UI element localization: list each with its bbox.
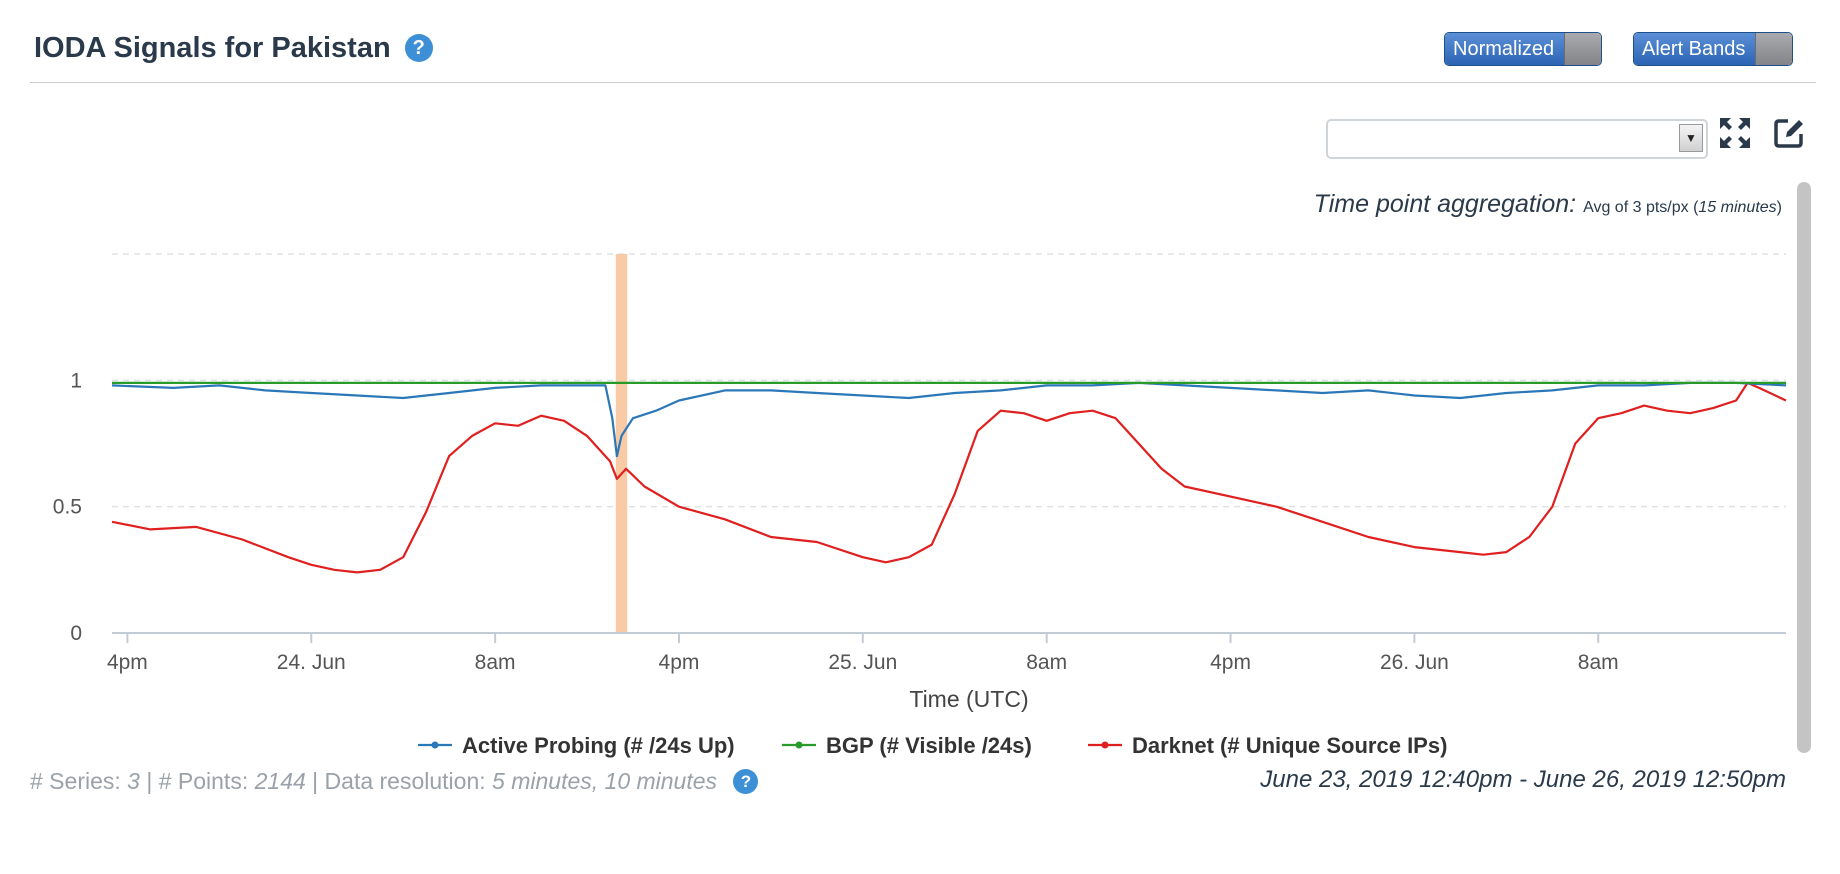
- legend-swatch-marker: [431, 741, 439, 749]
- series-count: 3: [127, 768, 140, 794]
- points-count: 2144: [254, 768, 306, 794]
- question-circle-icon[interactable]: ?: [733, 769, 759, 794]
- series-count-label: # Series:: [30, 768, 121, 794]
- legend-bgp[interactable]: BGP (# Visible /24s): [782, 733, 1032, 758]
- page-title: IODA Signals for Pakistan?: [34, 32, 433, 65]
- x-axis-title: Time (UTC): [909, 686, 1028, 712]
- darknet-line: [111, 381, 1787, 574]
- expand-arrows-icon[interactable]: [1718, 116, 1752, 150]
- legend-swatch-marker: [795, 741, 803, 749]
- y-tick-label: 0: [70, 622, 82, 645]
- alert-bands-toggle[interactable]: Alert Bands: [1633, 32, 1794, 66]
- x-tick-label: 8am: [1578, 651, 1619, 674]
- x-tick-label: 4pm: [1210, 651, 1251, 674]
- resolution-value: 5 minutes, 10 minutes: [492, 768, 718, 794]
- x-tick-label: 4pm: [107, 651, 148, 674]
- aggregation-label: Time point aggregation:: [1313, 190, 1577, 218]
- normalized-toggle-knob[interactable]: [1564, 33, 1602, 65]
- legend-label: Darknet (# Unique Source IPs): [1132, 733, 1447, 758]
- edit-square-icon[interactable]: [1772, 116, 1806, 150]
- alert-bands-toggle-knob[interactable]: [1755, 33, 1793, 65]
- legend-label: Active Probing (# /24s Up): [462, 733, 735, 758]
- y-tick-label: 1: [70, 369, 82, 392]
- alert-band: [615, 254, 628, 633]
- aggregation-interval: 15 minutes: [1698, 199, 1777, 216]
- active-probing-line: [111, 381, 1787, 458]
- y-tick-label: 0.5: [53, 496, 82, 519]
- chart-scrollbar[interactable]: [1797, 182, 1811, 753]
- time-aggregation: Time point aggregation: Avg of 3 pts/px …: [1314, 190, 1782, 219]
- header-divider: [30, 82, 1816, 83]
- page-title-text: IODA Signals for Pakistan: [34, 32, 391, 64]
- normalized-toggle[interactable]: Normalized: [1444, 32, 1603, 66]
- x-tick-label: 4pm: [659, 651, 700, 674]
- resolution-label: | Data resolution:: [312, 768, 486, 794]
- date-range: June 23, 2019 12:40pm - June 26, 2019 12…: [1260, 766, 1786, 793]
- legend-swatch-marker: [1101, 741, 1109, 749]
- aggregation-suffix: ): [1776, 199, 1782, 216]
- chevron-down-icon[interactable]: ▼: [1679, 124, 1703, 152]
- x-tick-label: 8am: [1026, 651, 1067, 674]
- legend-label: BGP (# Visible /24s): [826, 733, 1032, 758]
- normalized-toggle-label: Normalized: [1445, 33, 1565, 65]
- alert-bands-toggle-label: Alert Bands: [1634, 33, 1756, 65]
- legend-darknet[interactable]: Darknet (# Unique Source IPs): [1088, 733, 1447, 758]
- x-tick-label: 25. Jun: [828, 651, 897, 674]
- x-tick-label: 26. Jun: [1380, 651, 1449, 674]
- x-tick-label: 8am: [475, 651, 516, 674]
- points-count-label: | # Points:: [146, 768, 249, 794]
- series-select[interactable]: ▼: [1326, 119, 1708, 159]
- aggregation-prefix: Avg of 3 pts/px (: [1583, 199, 1699, 216]
- x-tick-label: 24. Jun: [277, 651, 346, 674]
- chart-stats: # Series: 3 | # Points: 2144 | Data reso…: [30, 768, 759, 795]
- question-circle-icon[interactable]: ?: [404, 34, 433, 62]
- legend-active-probing[interactable]: Active Probing (# /24s Up): [418, 733, 735, 758]
